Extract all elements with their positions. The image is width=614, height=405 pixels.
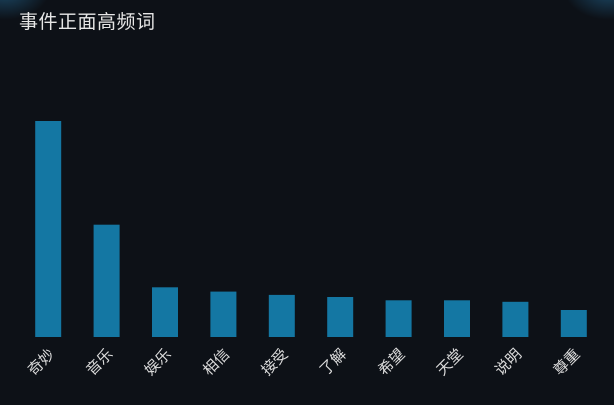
x-tick-label-2: 音乐	[82, 345, 116, 379]
x-tick-label-6: 了解	[316, 345, 350, 379]
bar-10	[560, 310, 587, 337]
x-tick-label-3: 娱乐	[141, 345, 175, 379]
bar-4	[210, 291, 237, 337]
x-tick-labels: 奇妙 音乐 娱乐 相信 接受 了解 希望 天堂 说明 尊重	[24, 345, 584, 379]
x-tick-label-9: 说明	[491, 345, 525, 379]
bar-7	[385, 300, 412, 337]
bar-2	[93, 224, 120, 337]
x-tick-label-1: 奇妙	[24, 345, 58, 379]
bar-8	[444, 300, 470, 337]
bar-1	[35, 121, 62, 337]
bar-6	[327, 297, 354, 337]
bar-5	[268, 294, 295, 337]
x-tick-label-8: 天堂	[433, 345, 467, 379]
x-tick-label-10: 尊重	[550, 345, 584, 379]
x-tick-label-5: 接受	[258, 345, 292, 379]
chart-title: 事件正面高频词	[19, 11, 156, 33]
x-tick-label-4: 相信	[199, 345, 233, 379]
bar-9	[502, 301, 529, 337]
bar-3	[152, 287, 178, 337]
bars-group	[35, 121, 587, 337]
x-tick-label-7: 希望	[374, 345, 408, 379]
